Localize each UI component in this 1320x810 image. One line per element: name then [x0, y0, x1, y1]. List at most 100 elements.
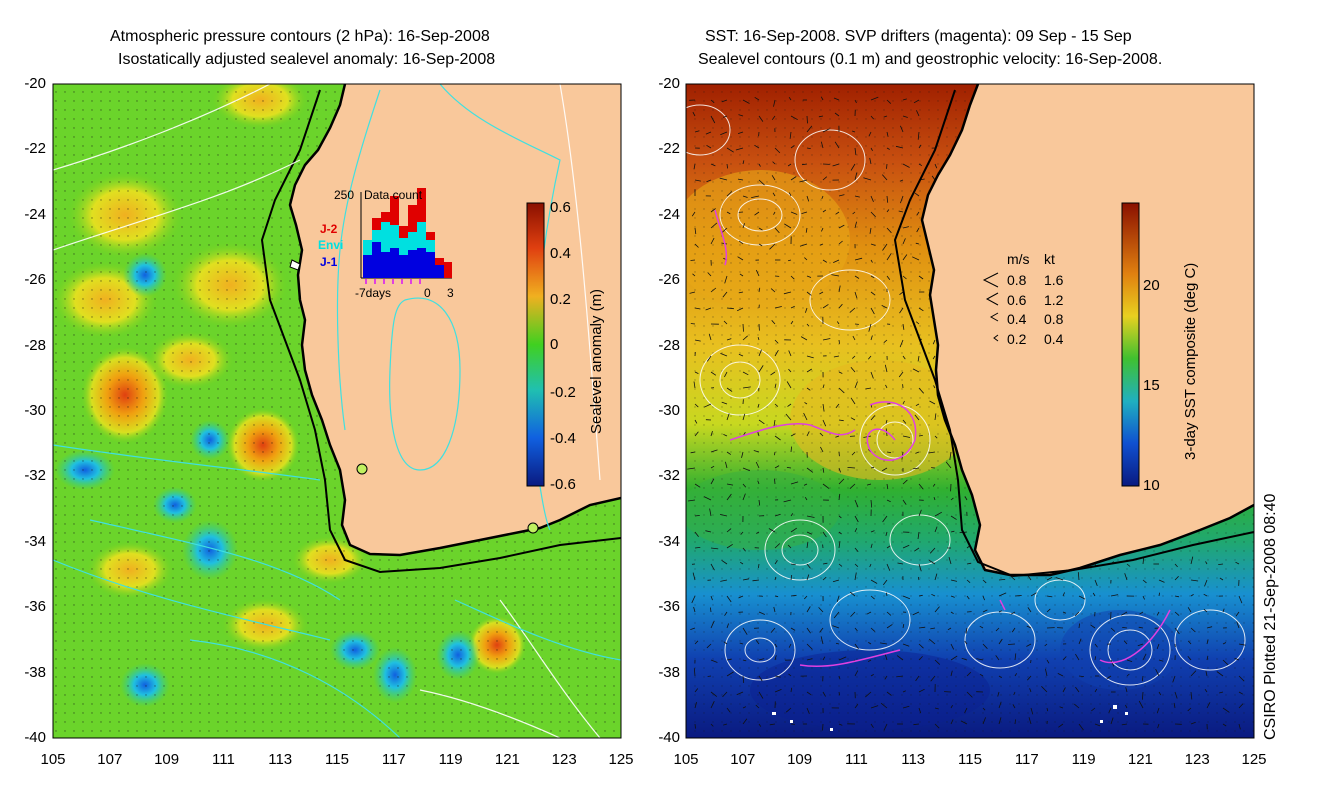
velocity-arrow [950, 497, 954, 501]
velocity-arrow [916, 110, 920, 117]
velocity-arrow [838, 493, 841, 501]
velocity-arrow [726, 387, 733, 392]
velocity-arrow [721, 401, 728, 405]
x-tick-label: 105 [40, 751, 66, 768]
velocity-arrow [790, 594, 797, 597]
velocity-arrow [742, 223, 745, 229]
y-tick-label: -36 [24, 598, 46, 616]
velocity-arrow [838, 240, 843, 245]
x-tick-label: 115 [958, 751, 982, 768]
velocity-arrow [886, 483, 889, 490]
velocity-arrow [806, 467, 814, 473]
velocity-arrow [1205, 561, 1208, 565]
velocity-arrow [950, 530, 955, 533]
velocity-arrow [806, 563, 811, 569]
velocity-arrow [902, 254, 908, 261]
velocity-arrow [705, 131, 712, 135]
velocity-arrow [694, 419, 698, 424]
velocity-arrow [916, 211, 920, 216]
velocity-arrow [790, 145, 795, 149]
velocity-arrow [758, 349, 762, 357]
velocity-arrow [821, 227, 824, 232]
velocity-arrow [694, 227, 697, 235]
velocity-arrow [726, 707, 731, 713]
velocity-arrow [835, 403, 840, 409]
velocity-arrow [755, 640, 760, 645]
velocity-arrow [870, 211, 876, 218]
velocity-arrow [687, 499, 696, 502]
velocity-arrow [706, 643, 712, 649]
y-tick-label: -24 [658, 205, 680, 223]
velocity-arrow [933, 385, 936, 389]
velocity-arrow [949, 451, 952, 460]
velocity-arrow [1075, 686, 1080, 693]
velocity-arrow [995, 627, 1000, 632]
velocity-arrow [694, 371, 699, 374]
inset-mission-j1: J-1 [320, 255, 338, 269]
velocity-arrow [758, 563, 760, 568]
velocity-arrow [886, 563, 891, 571]
velocity-arrow [1204, 688, 1208, 693]
velocity-arrow [870, 115, 875, 120]
velocity-arrow [1190, 594, 1194, 597]
velocity-arrow [742, 706, 747, 709]
y-tick-label: -22 [658, 140, 680, 158]
velocity-arrow [854, 381, 858, 389]
velocity-arrow [806, 541, 809, 549]
velocity-arrow [1206, 655, 1209, 661]
velocity-arrow [1204, 579, 1208, 587]
velocity-arrow [742, 371, 749, 376]
velocity-arrow [1190, 670, 1197, 677]
velocity-arrow [934, 723, 940, 729]
velocity-arrow [899, 339, 904, 348]
velocity-arrow [854, 563, 859, 567]
velocity-arrow [726, 595, 732, 603]
velocity-arrow [847, 467, 856, 469]
velocity-arrow [928, 451, 936, 454]
velocity-arrow [722, 115, 728, 118]
velocity-arrow [832, 163, 840, 167]
velocity-arrow [850, 417, 856, 421]
velocity-arrow [739, 642, 744, 645]
velocity-arrow [865, 387, 872, 390]
left-cb-tick: 0 [550, 336, 559, 353]
velocity-arrow [1012, 704, 1016, 709]
velocity-arrow [835, 211, 840, 215]
velocity-arrow [854, 670, 859, 677]
velocity-arrow [692, 111, 696, 117]
velocity-arrow [1026, 625, 1032, 629]
velocity-arrow [692, 572, 696, 581]
velocity-arrow [1030, 592, 1037, 597]
right-cb-tick: 10 [1143, 477, 1160, 494]
velocity-arrow [982, 717, 986, 725]
x-tick-label: 117 [381, 751, 406, 768]
x-tick-label: 121 [494, 751, 520, 768]
velocity-arrow [694, 307, 701, 310]
velocity-arrow [902, 226, 909, 229]
inset-axis-end: 3 [447, 286, 454, 300]
velocity-arrow [866, 483, 872, 486]
right-title-line1: SST: 16-Sep-2008. SVP drifters (magenta)… [705, 28, 1132, 45]
x-tick-label: 123 [1184, 751, 1210, 768]
velocity-arrow [870, 466, 875, 469]
y-tick-label: -28 [658, 336, 680, 354]
x-tick-label: 113 [268, 751, 293, 768]
velocity-arrow [948, 556, 952, 565]
left-cb-tick: 0.4 [550, 245, 571, 262]
y-tick-label: -40 [658, 729, 680, 746]
velocity-arrow [693, 606, 696, 613]
velocity-arrow [754, 96, 760, 101]
velocity-arrow [998, 675, 1003, 679]
velocity-arrow [868, 131, 872, 137]
velocity-arrow [774, 403, 779, 407]
velocity-arrow [912, 467, 920, 470]
left-title-line2: Isostatically adjusted sealevel anomaly:… [118, 51, 496, 68]
velocity-arrow [806, 643, 813, 650]
velocity-arrow [735, 147, 744, 151]
x-tick-label: 107 [97, 751, 123, 768]
velocity-arrow [1156, 611, 1160, 616]
velocity-arrow [1062, 687, 1066, 693]
velocity-arrow [880, 702, 888, 709]
velocity-arrow [1238, 723, 1241, 730]
velocity-arrow [806, 115, 808, 124]
